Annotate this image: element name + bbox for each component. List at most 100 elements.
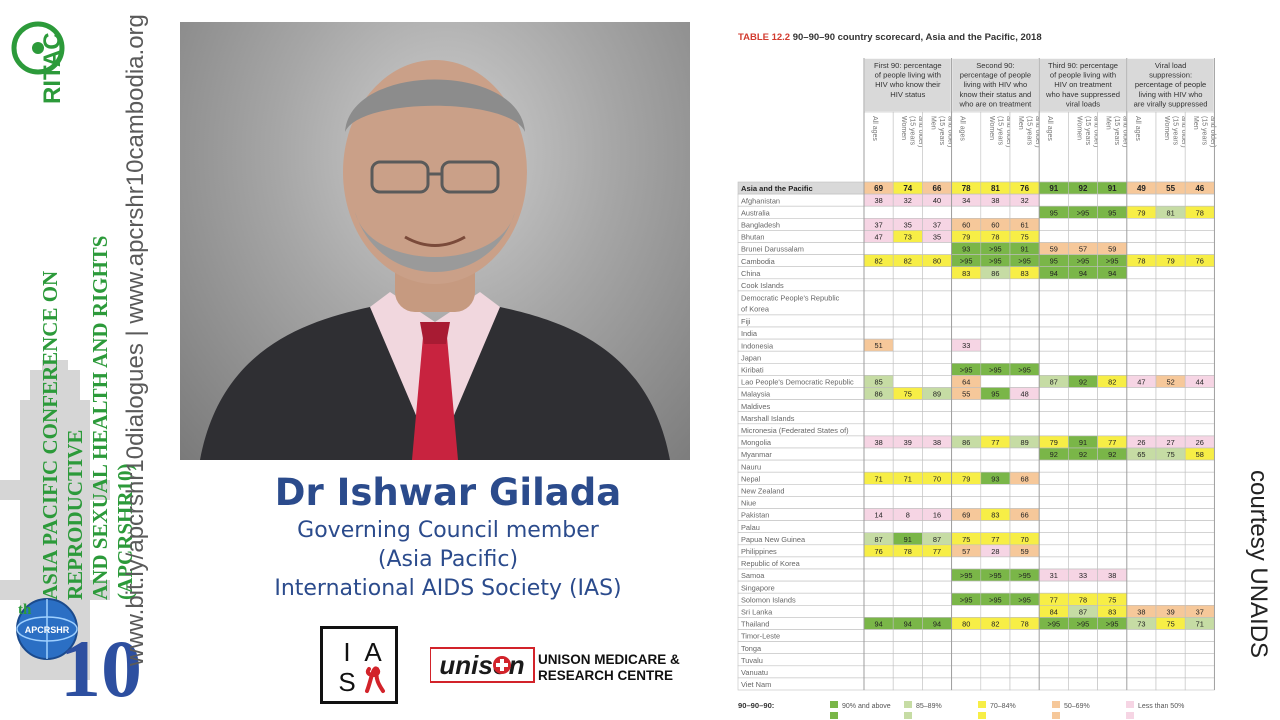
score-cell: [863, 205, 894, 219]
score-cell: [1038, 677, 1069, 691]
score-cell: [951, 411, 982, 425]
score-cell: [863, 411, 894, 425]
country-name: Palau: [741, 523, 760, 532]
score-value: >95: [989, 257, 1002, 266]
score-cell: [1126, 508, 1157, 521]
score-cell: [980, 459, 1011, 473]
score-cell: [1068, 641, 1098, 654]
legend-swatch: [1126, 701, 1134, 708]
score-cell: [1038, 230, 1069, 243]
score-value: 87: [933, 535, 941, 544]
score-value: 75: [1020, 232, 1028, 241]
country-name: Sri Lanka: [741, 608, 773, 617]
score-cell: [892, 423, 923, 437]
legend-entry: 90% and above: [842, 703, 891, 710]
score-cell: [1155, 653, 1186, 667]
score-cell: [892, 266, 923, 280]
unison-name-line-1: UNISON MEDICARE &: [538, 652, 680, 667]
score-cell: [863, 483, 894, 497]
sub-header-text: Women: [1163, 116, 1170, 140]
score-cell: [1155, 677, 1186, 691]
conference-website-links[interactable]: www.bit.ly/apcrshr10dialogues | www.apcr…: [122, 14, 149, 666]
score-cell: [951, 580, 982, 594]
score-cell: [1126, 532, 1157, 546]
score-value: >95: [989, 571, 1002, 580]
group-header-text: are virally suppressed: [1134, 99, 1208, 108]
sub-header-cell: [922, 111, 952, 183]
score-value: 57: [1079, 245, 1087, 254]
legend-swatch: [830, 712, 838, 719]
country-name: Marshall Islands: [741, 414, 795, 423]
legend-entry: 85–89%: [916, 703, 942, 710]
score-value: 76: [1196, 257, 1204, 266]
legend-swatch: [978, 712, 986, 719]
score-cell: [1126, 278, 1157, 292]
score-cell: [1009, 411, 1040, 425]
score-cell: [1009, 399, 1040, 413]
score-value: 94: [933, 619, 941, 628]
score-cell: [1126, 677, 1157, 691]
score-cell: [980, 350, 1011, 364]
speaker-role-line-1: Governing Council member: [297, 518, 599, 543]
score-cell: [892, 205, 923, 219]
score-cell: [1184, 532, 1215, 546]
score-value: 77: [933, 547, 941, 556]
score-value: 95: [1050, 257, 1058, 266]
score-cell: [1097, 459, 1128, 473]
score-value: >95: [1077, 208, 1090, 217]
sub-header-cell: [1184, 111, 1215, 183]
speaker-name: Dr Ishwar Gilada: [274, 471, 622, 514]
score-value: 76: [874, 547, 882, 556]
score-cell: [1126, 653, 1157, 667]
country-name: Solomon Islands: [741, 595, 796, 604]
score-cell: [1155, 314, 1186, 328]
score-cell: [1184, 665, 1215, 679]
sub-header-text: Women: [988, 116, 995, 140]
score-cell: [1184, 218, 1215, 231]
score-cell: [922, 520, 952, 534]
country-name: Thailand: [741, 620, 769, 629]
score-value: 78: [991, 232, 999, 241]
country-name: China: [741, 269, 761, 278]
country-name: Myanmar: [741, 450, 772, 459]
score-cell: [980, 314, 1011, 328]
country-name: Papua New Guinea: [741, 535, 806, 544]
score-cell: [1184, 459, 1215, 473]
score-value: 83: [991, 511, 999, 520]
score-cell: [1009, 641, 1040, 654]
score-cell: [951, 483, 982, 497]
score-value: 37: [1196, 607, 1204, 616]
score-value: 33: [962, 341, 970, 350]
score-cell: [1184, 242, 1215, 255]
score-cell: [980, 399, 1011, 413]
score-cell: [951, 556, 982, 570]
score-cell: [1097, 387, 1128, 400]
score-cell: [1126, 290, 1157, 316]
score-value: 82: [1108, 377, 1116, 386]
score-value: 16: [933, 511, 941, 520]
score-cell: [892, 290, 923, 316]
group-header-text: Second 90:: [976, 61, 1014, 70]
score-cell: [1038, 496, 1069, 509]
group-header-text: know their status and: [960, 90, 1032, 99]
score-cell: [922, 677, 952, 691]
score-cell: [1097, 471, 1128, 485]
score-cell: [1009, 665, 1040, 679]
score-cell: [1009, 326, 1040, 340]
score-value: 58: [1196, 450, 1204, 459]
score-cell: [1068, 193, 1098, 207]
score-cell: [1097, 556, 1128, 570]
country-name: Mongolia: [741, 438, 772, 447]
score-cell: [892, 665, 923, 679]
score-cell: [1097, 362, 1128, 376]
score-cell: [1184, 411, 1215, 425]
score-value: >95: [960, 365, 973, 374]
score-cell: [1097, 508, 1128, 521]
score-cell: [922, 641, 952, 654]
score-value: 91: [1108, 184, 1117, 193]
sub-header-text: (15 years: [996, 116, 1003, 146]
score-value: 93: [962, 245, 970, 254]
score-cell: [1068, 665, 1098, 679]
sub-header-cell: [1068, 111, 1098, 183]
row-name-cell: [737, 496, 865, 509]
